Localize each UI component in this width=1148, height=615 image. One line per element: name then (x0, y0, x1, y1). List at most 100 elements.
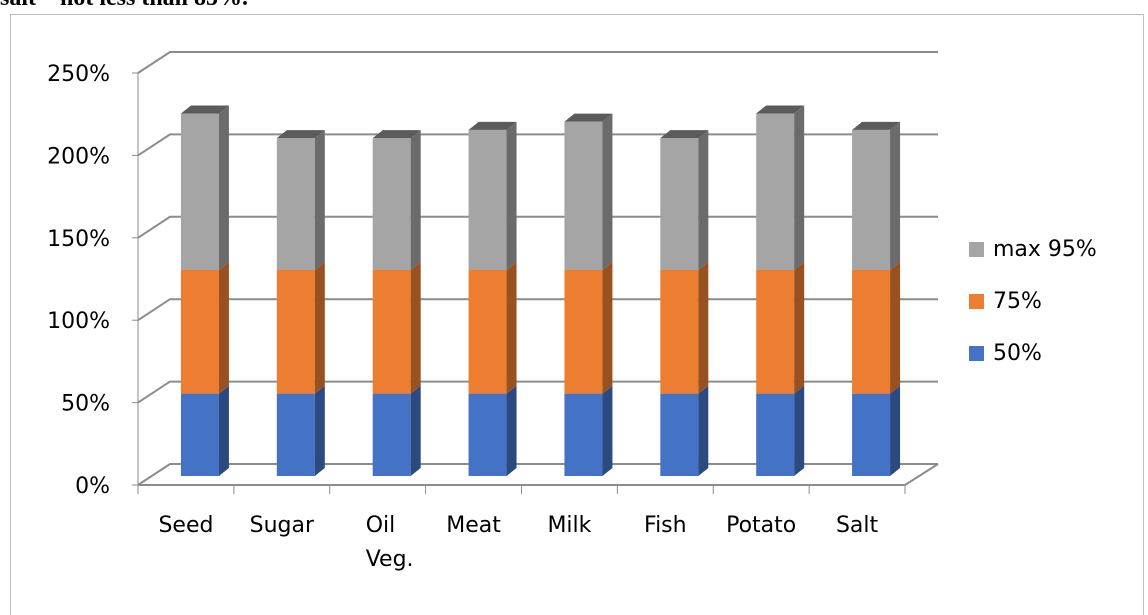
gridline (137, 133, 938, 157)
bar-side (794, 262, 805, 394)
axes (132, 72, 906, 494)
bar-segment (660, 130, 709, 270)
bar-front (564, 393, 603, 476)
bar-side (794, 385, 805, 476)
y-tick-label: 200% (47, 144, 110, 169)
bar-segment (276, 262, 325, 394)
bar-segment (756, 385, 805, 476)
gridline (137, 380, 938, 404)
stacked-3d-bar-chart: 0% 50% 100% 150% 200% 250% Seed Sugar Oil Veg. Me… (47, 51, 1097, 572)
bar-segment (564, 113, 613, 271)
bars (180, 105, 901, 476)
bar-segment (372, 130, 421, 270)
legend-item: 50% (969, 341, 1042, 366)
y-tick-label: 0% (75, 474, 110, 499)
bar-front (660, 270, 699, 394)
bar-segment (180, 385, 229, 476)
bar-side (794, 105, 805, 270)
bar-front (564, 121, 603, 271)
bar-front (756, 393, 795, 476)
bar-segment (180, 105, 229, 270)
bar-top (660, 130, 709, 139)
legend-swatch (969, 242, 984, 257)
floor-edge (138, 463, 939, 486)
bar-side (314, 130, 325, 270)
bar-side (602, 385, 613, 476)
bar-top (564, 113, 613, 122)
bar-front (468, 129, 507, 270)
x-tick-label: Sugar (250, 513, 315, 538)
bar-segment (756, 262, 805, 394)
bar-front (852, 270, 891, 394)
bar-front (852, 393, 891, 476)
bar-segment (660, 262, 709, 394)
x-tick-label: Oil (366, 513, 396, 538)
bar-segment (852, 262, 901, 394)
bar-segment (660, 385, 709, 476)
bar-side (314, 262, 325, 394)
header-text: salt – not less than 85%. (0, 0, 248, 12)
bar-segment (756, 105, 805, 270)
bar-front (660, 138, 699, 270)
bar-side (890, 385, 901, 476)
bar-front (180, 393, 219, 476)
y-tick-label: 50% (61, 392, 110, 417)
legend: max 95% 75% 50% (969, 237, 1097, 366)
bar-segment (852, 385, 901, 476)
x-tick-label: Seed (158, 513, 213, 538)
gridline (137, 463, 938, 486)
bar-segment (468, 262, 517, 394)
bar-front (180, 270, 219, 394)
bar-front (276, 393, 315, 476)
legend-item: 75% (969, 289, 1042, 314)
bar-side (506, 121, 517, 270)
bar-top (372, 130, 421, 139)
y-tick-labels: 0% 50% 100% 150% 200% 250% (47, 62, 110, 499)
y-tick-label: 100% (47, 309, 110, 334)
bar-front (180, 113, 219, 270)
bar-side (218, 262, 229, 394)
chart-floor (138, 463, 939, 486)
bar-front (468, 393, 507, 476)
legend-label: 50% (993, 341, 1042, 366)
gridline (137, 51, 938, 74)
bar-segment (276, 385, 325, 476)
bar-front (372, 138, 411, 270)
gridline (137, 215, 938, 239)
bar-side (890, 121, 901, 270)
bar-side (698, 262, 709, 394)
bar-segment (564, 262, 613, 394)
y-tick-label: 150% (47, 227, 110, 252)
bar-side (602, 113, 613, 271)
gridlines (137, 51, 938, 486)
bar-top (276, 130, 325, 139)
bar-front (276, 270, 315, 394)
bar-side (410, 262, 421, 394)
bar-side (506, 262, 517, 394)
bar-front (756, 113, 795, 270)
bar-front (756, 270, 795, 394)
bar-front (468, 270, 507, 394)
x-tick-label: Milk (547, 513, 591, 538)
bar-side (218, 105, 229, 270)
bar-side (410, 385, 421, 476)
legend-label: 75% (993, 289, 1042, 314)
bar-side (410, 130, 421, 270)
gridline (137, 298, 938, 322)
bar-side (890, 262, 901, 394)
bar-side (698, 385, 709, 476)
bar-segment (276, 130, 325, 270)
bar-front (852, 129, 891, 270)
x-tick-label: Potato (726, 513, 796, 538)
bar-front (564, 270, 603, 394)
bar-side (602, 262, 613, 394)
x-tick-label: Meat (446, 513, 501, 538)
bar-segment (468, 121, 517, 270)
bar-top (756, 105, 805, 114)
bar-segment (372, 262, 421, 394)
x-tick-labels: Seed Sugar Oil Veg. Meat Milk Fish Potato Salt (158, 513, 878, 572)
bar-side (314, 385, 325, 476)
legend-swatch (969, 294, 984, 309)
legend-swatch (969, 346, 984, 361)
bar-front (372, 270, 411, 394)
